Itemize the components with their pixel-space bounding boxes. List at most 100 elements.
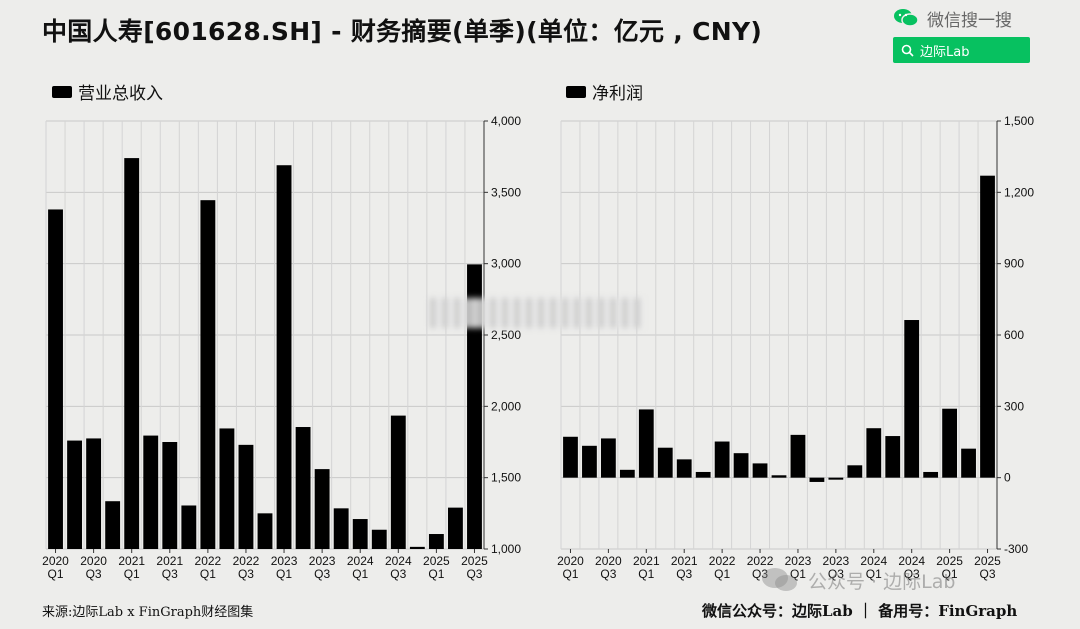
net-profit-ytick-label: 900 (1004, 257, 1024, 271)
revenue-xtick-year: 2021 (118, 554, 145, 568)
revenue-bar (448, 507, 463, 549)
net-profit-bar (752, 463, 768, 478)
net-profit-bar (676, 459, 692, 478)
net-profit-xtick-year: 2020 (557, 554, 584, 568)
revenue-bar (105, 501, 121, 549)
revenue-xtick-year: 2024 (385, 554, 412, 568)
revenue-bar (162, 442, 178, 549)
blurred-overlay (430, 298, 644, 328)
revenue-bar (124, 158, 140, 550)
net-profit-bar (771, 475, 787, 478)
revenue-xtick-quarter: Q1 (428, 567, 444, 581)
revenue-bar (238, 444, 254, 549)
legend-label-net-profit: 净利润 (592, 84, 643, 104)
net-profit-xtick-quarter: Q1 (942, 567, 958, 581)
net-profit-xtick-year: 2020 (595, 554, 622, 568)
revenue-bar (257, 513, 273, 549)
legend-swatch-revenue (52, 85, 72, 98)
net-profit-ytick-label: 0 (1004, 471, 1011, 485)
net-profit-xtick-quarter: Q1 (866, 567, 882, 581)
revenue-xtick-year: 2024 (347, 554, 374, 568)
net-profit-xtick-year: 2021 (633, 554, 660, 568)
net-profit-bar (714, 441, 730, 478)
revenue-xtick-quarter: Q3 (314, 567, 330, 581)
revenue-ytick-label: 1,000 (491, 542, 521, 556)
net-profit-xtick-quarter: Q3 (676, 567, 692, 581)
revenue-ytick-label: 2,000 (491, 399, 521, 413)
revenue-bar (86, 438, 102, 549)
net-profit-bar (847, 465, 863, 478)
revenue-bar (314, 469, 330, 549)
net-profit-ytick-label: 1,200 (1004, 185, 1034, 199)
revenue-bar (276, 165, 292, 549)
revenue-xtick-quarter: Q1 (352, 567, 368, 581)
revenue-ytick-label: 3,000 (491, 257, 521, 271)
net-profit-bar (563, 436, 578, 478)
net-profit-xtick-quarter: Q3 (980, 567, 996, 581)
legend-net-profit: 净利润 (566, 79, 643, 104)
net-profit-xtick-year: 2022 (709, 554, 736, 568)
net-profit-bar (790, 434, 806, 478)
revenue-bar (333, 508, 349, 549)
net-profit-xtick-quarter: Q1 (638, 567, 654, 581)
wechat-icon (894, 9, 919, 27)
revenue-bar (390, 415, 406, 549)
net-profit-bar (619, 469, 635, 478)
net-profit-bar (923, 471, 939, 478)
net-profit-bar (866, 428, 882, 478)
footer-accounts: 微信公众号：边际Lab ｜ 备用号：FinGraph (702, 602, 1018, 620)
watermark-text: 公众号 · 边际Lab (808, 570, 956, 593)
revenue-xtick-quarter: Q3 (86, 567, 102, 581)
wechat-search-button[interactable]: 边际Lab (893, 37, 1030, 63)
footer-source: 来源:边际Lab x FinGraph财经图集 (42, 605, 254, 620)
revenue-xtick-year: 2020 (42, 554, 69, 568)
revenue-xtick-year: 2022 (233, 554, 260, 568)
revenue-bar (428, 534, 444, 549)
net-profit-ytick-label: 1,500 (1004, 114, 1034, 128)
revenue-xtick-year: 2025 (461, 554, 488, 568)
net-profit-ytick-label: 600 (1004, 328, 1024, 342)
revenue-xtick-quarter: Q3 (238, 567, 254, 581)
net-profit-bar (885, 436, 901, 478)
net-profit-bar (904, 320, 920, 478)
wechat-watermark-icon (762, 568, 797, 591)
net-profit-xtick-year: 2023 (785, 554, 812, 568)
net-profit-bar (942, 408, 958, 478)
legend-label-revenue: 营业总收入 (78, 84, 163, 104)
revenue-xtick-quarter: Q1 (200, 567, 216, 581)
net-profit-xtick-quarter: Q3 (828, 567, 844, 581)
revenue-bar (295, 427, 311, 549)
revenue-bar (200, 200, 216, 549)
watermark: 公众号 · 边际Lab (760, 566, 955, 594)
revenue-xtick-year: 2023 (309, 554, 336, 568)
net-profit-bar (600, 438, 616, 478)
revenue-bar (219, 428, 235, 549)
net-profit-xtick-year: 2024 (860, 554, 887, 568)
revenue-bar (352, 519, 368, 549)
net-profit-xtick-quarter: Q3 (600, 567, 616, 581)
legend-swatch-net-profit (566, 85, 586, 98)
net-profit-xtick-quarter: Q3 (904, 567, 920, 581)
net-profit-xtick-quarter: Q1 (714, 567, 730, 581)
net-profit-bar (638, 409, 654, 478)
net-profit-bar (961, 448, 976, 478)
net-profit-bar (733, 453, 749, 478)
net-profit-xtick-quarter: Q3 (752, 567, 768, 581)
revenue-ytick-label: 1,500 (491, 471, 521, 485)
net-profit-xtick-quarter: Q1 (790, 567, 806, 581)
revenue-bar (143, 435, 159, 549)
revenue-xtick-quarter: Q3 (466, 567, 482, 581)
net-profit-xtick-year: 2021 (671, 554, 698, 568)
revenue-xtick-year: 2023 (271, 554, 298, 568)
net-profit-bar (695, 471, 711, 478)
revenue-xtick-year: 2021 (156, 554, 183, 568)
wechat-search-button-label: 边际Lab (920, 44, 970, 60)
net-profit-bar (828, 477, 844, 480)
net-profit-xtick-year: 2023 (823, 554, 850, 568)
revenue-ytick-label: 2,500 (491, 328, 521, 342)
revenue-bar (67, 440, 82, 549)
wechat-search-text: 微信搜一搜 (927, 10, 1012, 31)
wechat-search-widget: 微信搜一搜 边际Lab (893, 4, 1043, 63)
search-icon (901, 44, 914, 57)
revenue-xtick-quarter: Q3 (162, 567, 178, 581)
